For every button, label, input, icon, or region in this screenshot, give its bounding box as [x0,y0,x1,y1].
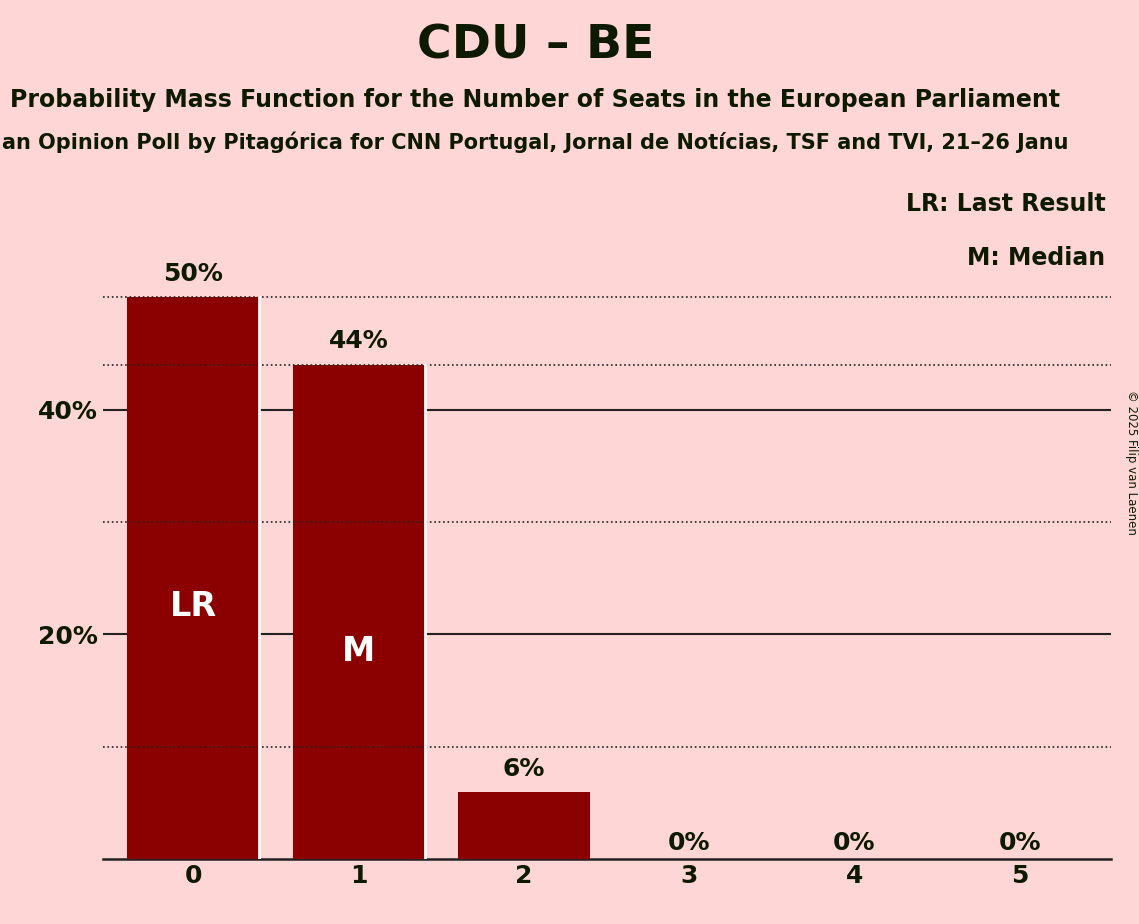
Text: an Opinion Poll by Pitagórica for CNN Portugal, Jornal de Notícias, TSF and TVI,: an Opinion Poll by Pitagórica for CNN Po… [2,131,1068,152]
Text: 0%: 0% [833,831,876,855]
Text: 6%: 6% [502,757,546,781]
Text: 0%: 0% [999,831,1041,855]
Bar [128,298,260,859]
Text: 44%: 44% [329,330,388,353]
Text: 0%: 0% [667,831,711,855]
Text: LR: LR [170,590,216,623]
Bar [293,365,425,859]
Text: CDU – BE: CDU – BE [417,23,654,68]
Text: LR: Last Result: LR: Last Result [906,191,1106,215]
Text: Probability Mass Function for the Number of Seats in the European Parliament: Probability Mass Function for the Number… [10,88,1060,112]
Text: 50%: 50% [164,262,223,286]
Text: © 2025 Filip van Laenen: © 2025 Filip van Laenen [1124,390,1138,534]
Bar [458,792,590,859]
Text: M: M [342,635,375,668]
Text: M: Median: M: Median [967,246,1106,270]
